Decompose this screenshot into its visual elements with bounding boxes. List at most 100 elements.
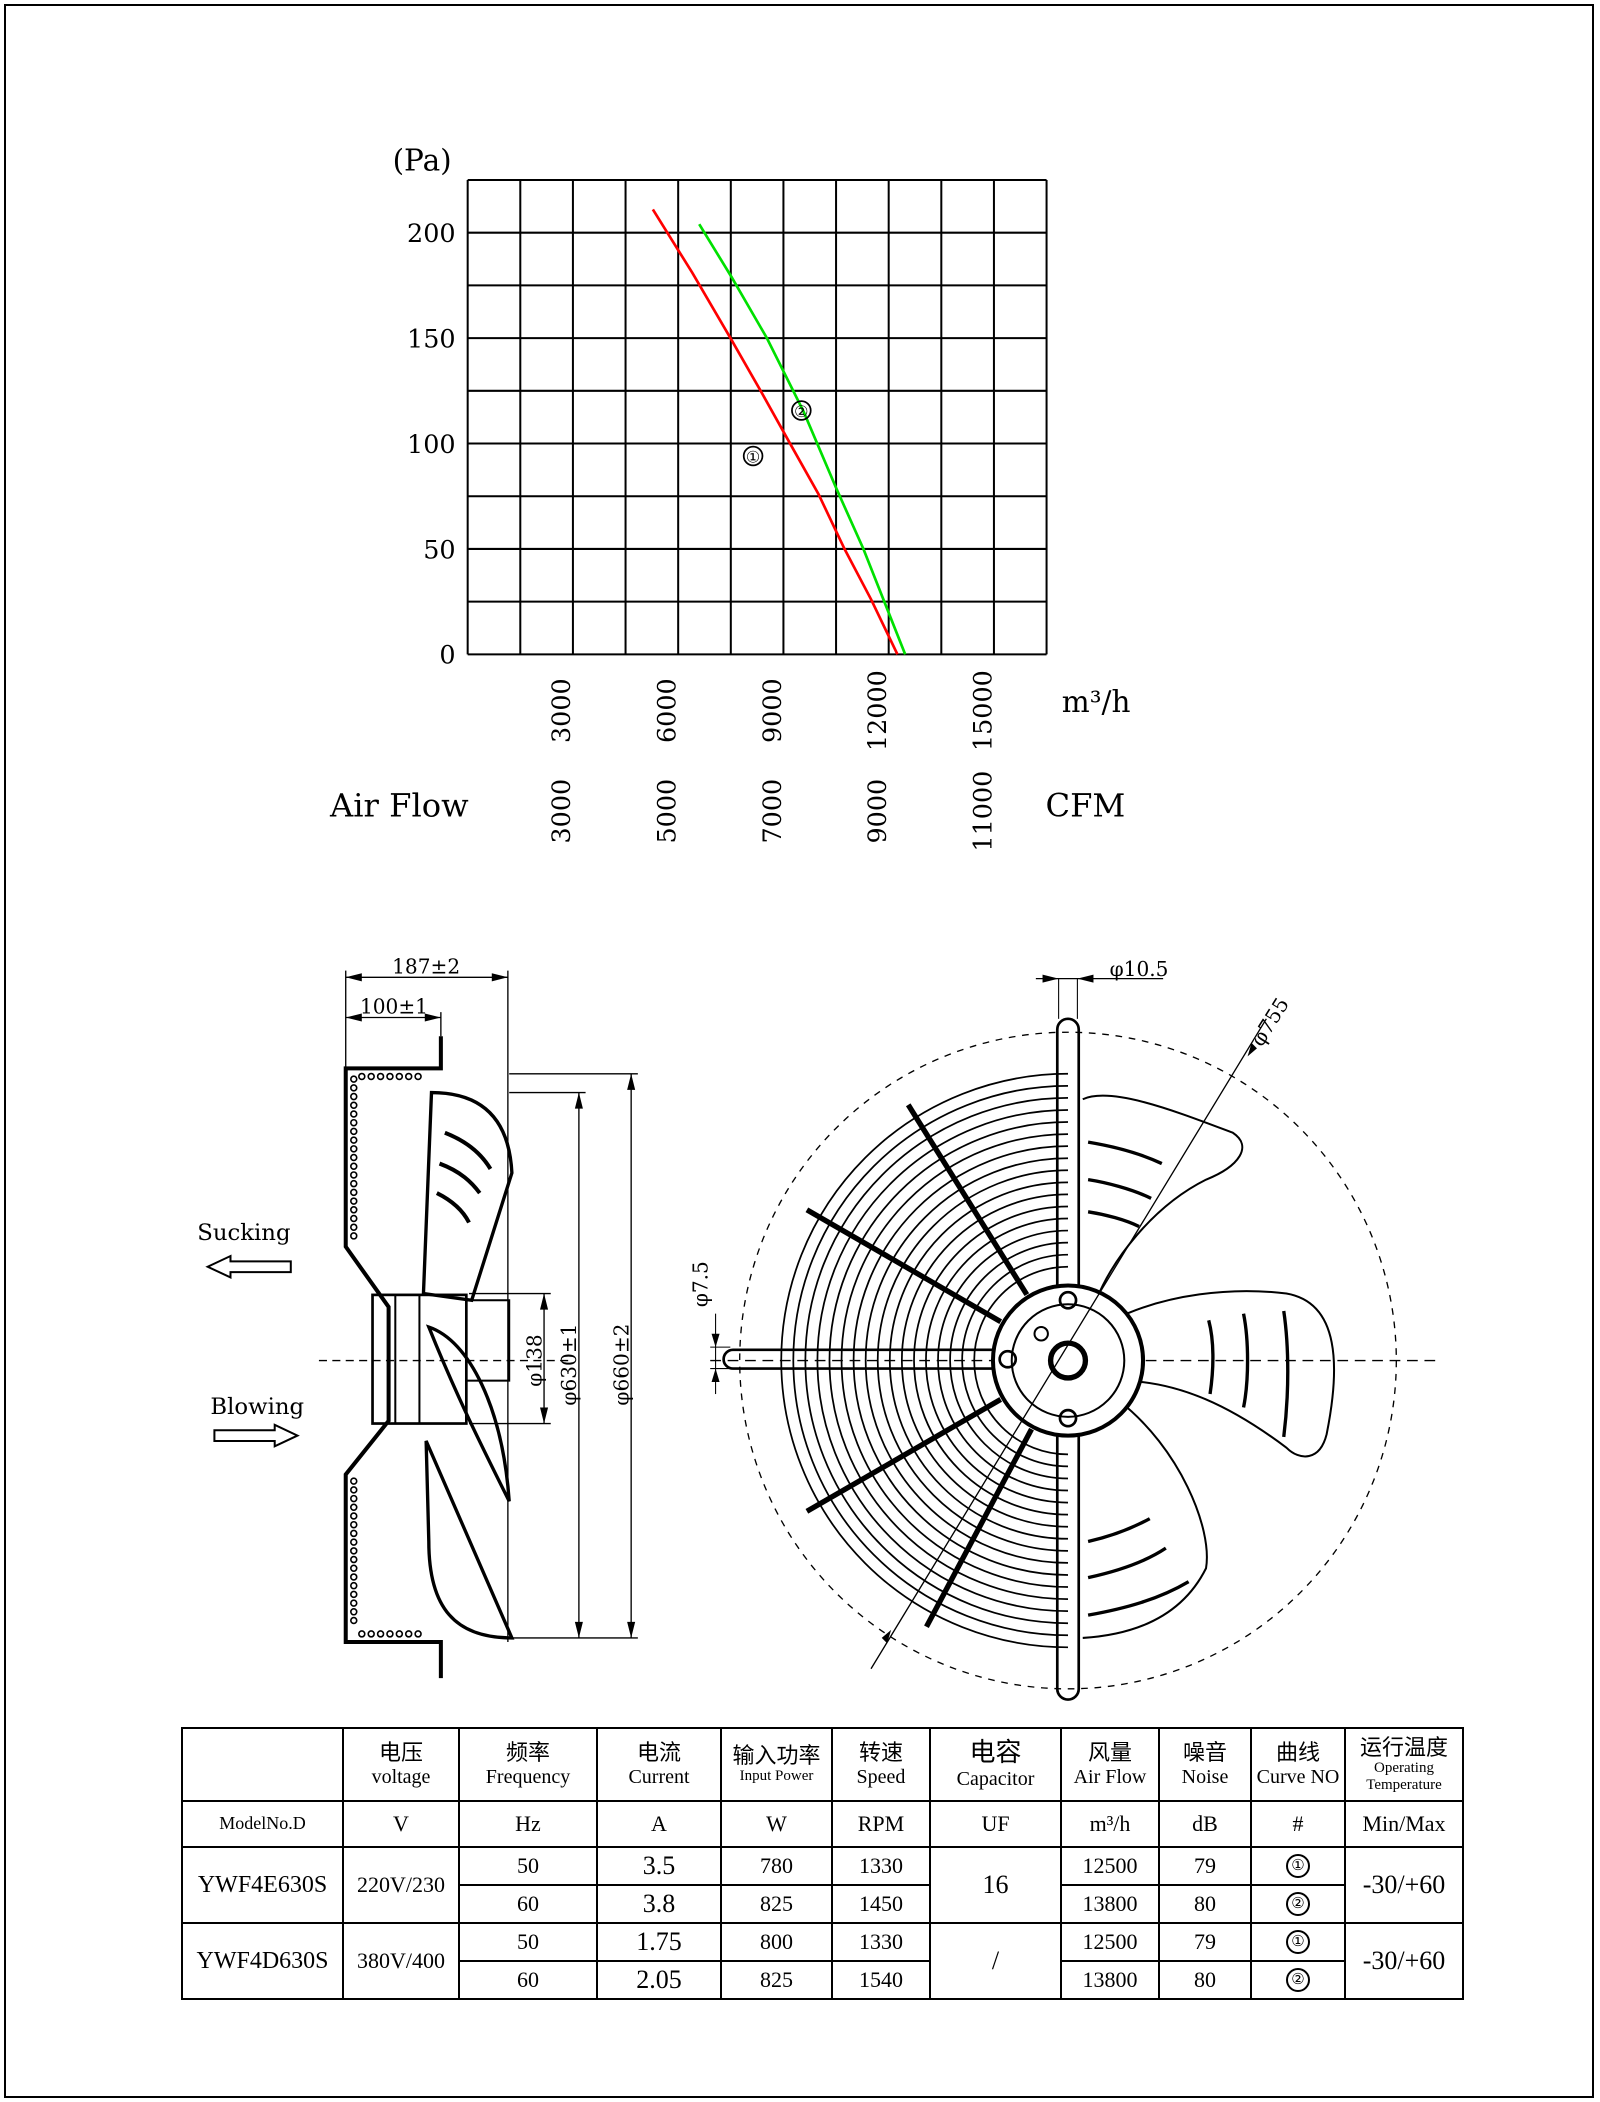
rivet: [350, 1118, 358, 1127]
rivet: [350, 1145, 358, 1153]
rivet: [395, 1072, 404, 1081]
header-speed: 转速 Speed: [831, 1727, 931, 1802]
x-tick-label-m3h: 3000: [547, 678, 577, 743]
x-tick-label-cfm: 7000: [758, 779, 788, 844]
rivet: [350, 1547, 358, 1555]
rivet: [350, 1084, 358, 1092]
voltage-value: 380V/400: [342, 1922, 460, 2000]
x-unit-cfm: CFM: [1046, 786, 1126, 824]
rotor-fins: [465, 1299, 511, 1382]
current-value: 3.5: [596, 1846, 722, 1886]
model-name: YWF4E630S: [181, 1846, 344, 1924]
cable-gland-icon: [1033, 1326, 1049, 1342]
bolt-top: [1058, 1290, 1078, 1310]
rivet: [414, 1072, 422, 1081]
y-tick-labels: 0 50 100 150 200: [407, 219, 456, 671]
header-voltage: 电压 voltage: [342, 1727, 460, 1802]
chart-series: [651, 208, 907, 655]
rivet: [358, 1072, 366, 1081]
rivet: [350, 1555, 358, 1564]
x-tick-label-m3h: 12000: [863, 670, 893, 751]
frame-rivets: [350, 1072, 422, 1638]
x-tick-labels-m3h: 3000 6000 9000 12000 15000: [547, 670, 998, 751]
table-row: YWF4E630S 220V/230 50 3.5 780 1330 16 12…: [181, 1846, 1464, 1924]
page-border: [4, 4, 1594, 2098]
rivet: [350, 1188, 358, 1197]
rivet: [350, 1608, 358, 1616]
rivet: [350, 1538, 358, 1546]
dim-depth: 187±2: [392, 954, 460, 978]
blowing-arrow-icon: [213, 1423, 300, 1448]
frame-outline: [343, 1036, 443, 1679]
unit-frequency: Hz: [458, 1800, 598, 1848]
blade-lower: [424, 1440, 515, 1640]
curve-marker-1: ①: [742, 445, 764, 467]
airflow-value: 12500: [1060, 1846, 1160, 1886]
dim-frame: φ660±2: [609, 1324, 633, 1406]
x-tick-label-m3h: 9000: [758, 678, 788, 743]
model-name: YWF4D630S: [181, 1922, 344, 2000]
fan-side-view: [205, 970, 638, 1679]
unit-curve: #: [1250, 1800, 1346, 1848]
dim-hole: φ10.5: [1110, 957, 1169, 981]
impeller-blades: [1082, 1094, 1336, 1639]
rivet: [350, 1153, 358, 1162]
x-unit-m3h: m³/h: [1062, 685, 1131, 719]
y-tick-label: 150: [407, 324, 456, 354]
airflow-value: 13800: [1060, 1960, 1160, 2000]
spec-table: 电压 voltage 频率 Frequency 电流 Current 输入功率 Inpu…: [181, 1727, 1464, 2000]
x-tick-label-cfm: 5000: [652, 779, 682, 844]
speed-value: 1540: [831, 1960, 931, 2000]
rivet: [350, 1171, 358, 1179]
y-tick-label: 100: [407, 430, 456, 460]
rivet: [350, 1214, 358, 1223]
current-value: 3.8: [596, 1884, 722, 1924]
temp-value: -30/+60: [1344, 1846, 1464, 1924]
rivet: [386, 1072, 394, 1081]
unit-airflow: m³/h: [1060, 1800, 1160, 1848]
header-blank: [181, 1727, 344, 1802]
dim-mount: φ755: [1246, 993, 1294, 1050]
header-noise: 噪音 Noise: [1158, 1727, 1252, 1802]
rivet: [376, 1072, 385, 1081]
rivet: [350, 1581, 358, 1590]
rivet: [350, 1223, 358, 1231]
rivet: [367, 1072, 375, 1081]
capacitor-value: /: [929, 1922, 1062, 2000]
rivet: [350, 1232, 358, 1240]
table-row: 60 3.8 825 1450 13800 80 ②: [182, 1884, 1463, 1924]
header-operating-temp: 运行温度 Operating Temperature: [1344, 1727, 1464, 1802]
dim-mount-line: [870, 1018, 1267, 1670]
noise-value: 80: [1158, 1884, 1252, 1924]
rivet: [404, 1630, 413, 1638]
frequency-value: 50: [458, 1846, 598, 1886]
unit-speed: RPM: [831, 1800, 931, 1848]
curve-value: ②: [1250, 1884, 1346, 1924]
table-row: YWF4D630S 380V/400 50 1.75 800 1330 / 12…: [181, 1922, 1464, 2000]
dim-flange: 100±1: [360, 994, 428, 1018]
header-frequency: 频率 Frequency: [458, 1727, 598, 1802]
rivet: [350, 1590, 358, 1599]
rivet: [350, 1512, 358, 1520]
blade-upper: [421, 1090, 514, 1303]
noise-value: 79: [1158, 1846, 1252, 1886]
blade-middle: [425, 1324, 511, 1503]
frequency-value: 60: [458, 1884, 598, 1924]
header-capacitor: 电容 Capacitor: [929, 1727, 1062, 1802]
airflow-value: 12500: [1060, 1922, 1160, 1962]
unit-capacitor: UF: [929, 1800, 1062, 1848]
shaft: [1047, 1340, 1089, 1381]
curve-value: ①: [1250, 1846, 1346, 1886]
curve-value: ②: [1250, 1960, 1346, 2000]
rivet: [350, 1599, 358, 1607]
header-current: 电流 Current: [596, 1727, 722, 1802]
rivet: [358, 1630, 366, 1638]
series-line-2: [698, 223, 907, 655]
dim-blade: φ630±1: [557, 1324, 581, 1406]
rivet: [350, 1477, 358, 1485]
speed-value: 1330: [831, 1846, 931, 1886]
y-tick-label: 200: [407, 219, 456, 249]
rivet: [350, 1197, 358, 1205]
grille-spoke: [805, 1207, 1003, 1325]
